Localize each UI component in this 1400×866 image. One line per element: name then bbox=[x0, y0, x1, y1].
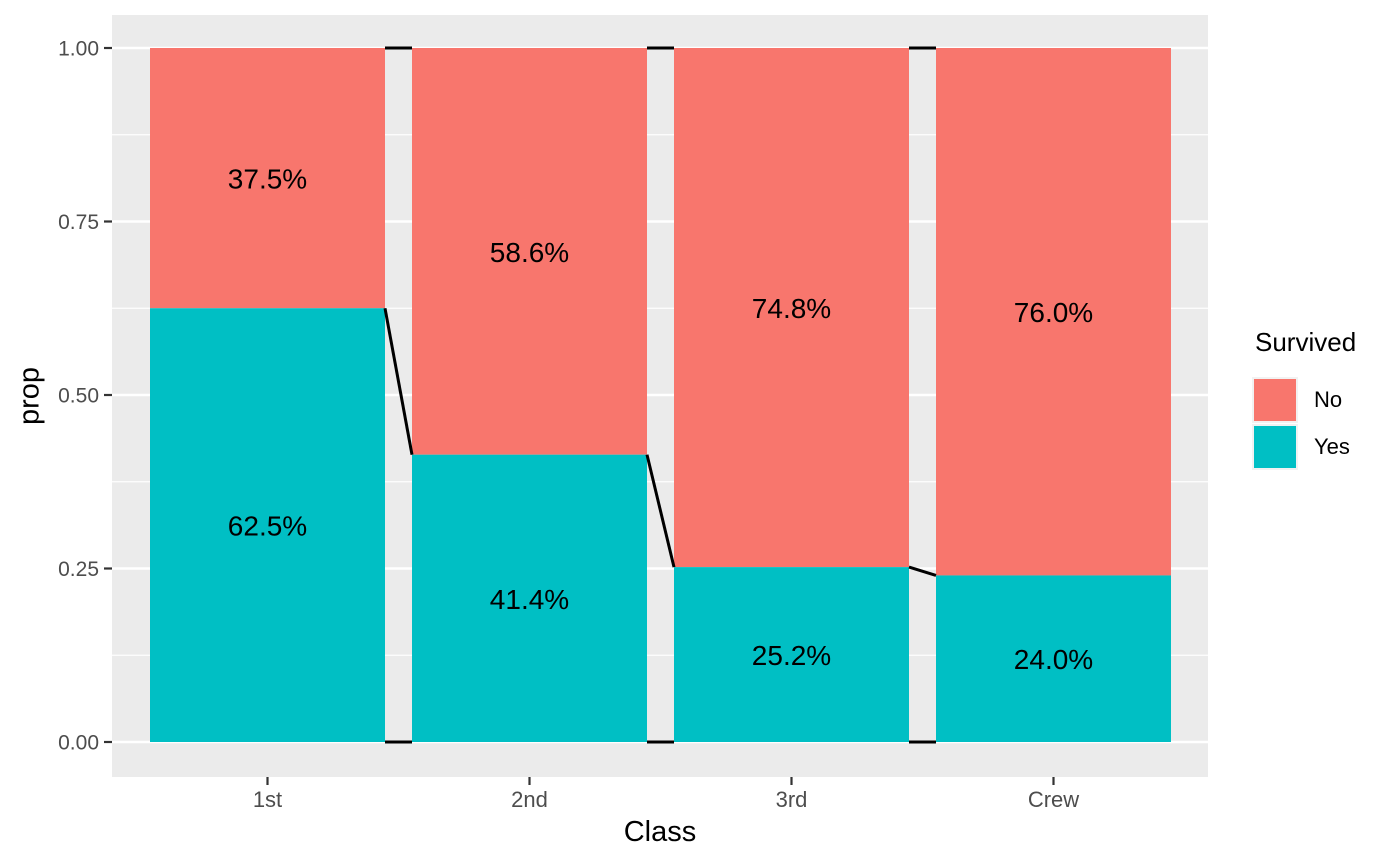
x-tick-label: 1st bbox=[253, 787, 282, 812]
x-tick-label: Crew bbox=[1028, 787, 1079, 812]
y-tick-label: 0.50 bbox=[58, 385, 99, 408]
bar-segment-no-Crew bbox=[936, 48, 1171, 576]
bar-segment-no-1st bbox=[150, 48, 385, 309]
y-tick-label: 0.00 bbox=[58, 732, 99, 755]
legend-key bbox=[1252, 377, 1298, 423]
bar-label-no-2nd: 58.6% bbox=[490, 237, 569, 268]
x-tick-label: 2nd bbox=[511, 787, 548, 812]
y-tick-label: 0.75 bbox=[58, 211, 99, 234]
bar-label-no-3rd: 74.8% bbox=[752, 293, 831, 324]
bar-label-yes-Crew: 24.0% bbox=[1014, 644, 1093, 675]
connector-line bbox=[645, 454, 676, 568]
y-tick-label: 0.25 bbox=[58, 558, 99, 581]
bar-label-yes-3rd: 25.2% bbox=[752, 640, 831, 671]
legend-item-yes: Yes bbox=[1252, 424, 1356, 470]
legend: Survived No Yes bbox=[1252, 327, 1356, 471]
legend-swatch-no bbox=[1254, 379, 1296, 421]
bar-segment-yes-3rd bbox=[674, 567, 909, 742]
legend-key bbox=[1252, 424, 1298, 470]
bar-segment-yes-1st bbox=[150, 308, 385, 742]
bar-segment-yes-Crew bbox=[936, 575, 1171, 742]
bar-segment-yes-2nd bbox=[412, 454, 647, 742]
legend-label: Yes bbox=[1314, 434, 1350, 459]
legend-item-no: No bbox=[1252, 377, 1356, 423]
legend-title: Survived bbox=[1255, 327, 1357, 357]
bar-label-yes-1st: 62.5% bbox=[228, 511, 307, 542]
bar-label-no-1st: 37.5% bbox=[228, 164, 307, 195]
x-tick-label: 3rd bbox=[776, 787, 808, 812]
bar-label-no-Crew: 76.0% bbox=[1014, 297, 1093, 328]
legend-items: No Yes bbox=[1252, 377, 1356, 470]
bar-segment-no-3rd bbox=[674, 48, 909, 568]
bar-segment-no-2nd bbox=[412, 48, 647, 455]
connector-line bbox=[908, 565, 937, 577]
legend-label: No bbox=[1314, 387, 1343, 412]
x-axis-title: Class bbox=[623, 816, 697, 848]
y-axis-title: prop bbox=[13, 366, 46, 426]
connector-line bbox=[383, 307, 414, 455]
legend-swatch-yes bbox=[1254, 426, 1296, 468]
y-tick-label: 1.00 bbox=[58, 38, 99, 61]
bar-label-yes-2nd: 41.4% bbox=[490, 584, 569, 615]
